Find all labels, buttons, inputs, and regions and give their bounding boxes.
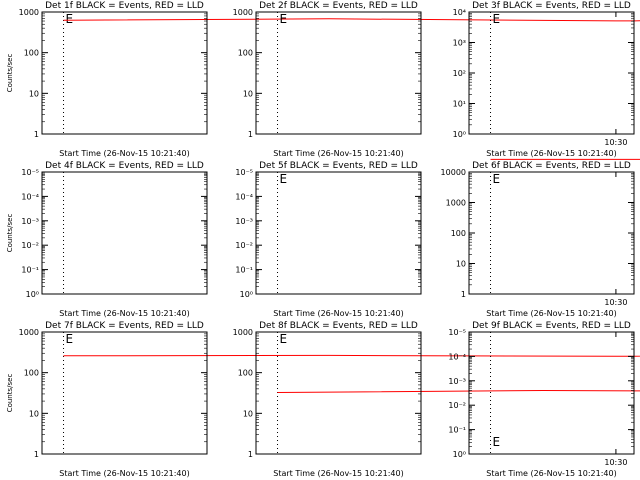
x-axis-label: Start Time (26-Nov-15 10:21:40): [273, 469, 403, 478]
y-tick-label: 10⁻³: [448, 377, 466, 386]
y-axis-label: Counts/sec: [6, 54, 14, 93]
y-tick-label: 10⁻¹: [235, 266, 253, 275]
chart-panel-4: Det 4f BLACK = Events, RED = LLD Start Ti…: [6, 161, 627, 318]
chart-title: Det 9f BLACK = Events, RED = LLD: [472, 321, 631, 331]
y-tick-label: 100: [451, 229, 466, 238]
y-tick-label: 10⁰: [453, 450, 466, 459]
y-tick-label: 100: [238, 49, 253, 58]
y-tick-label: 10: [29, 89, 39, 98]
plot-frame: [255, 331, 422, 455]
y-tick-label: 10⁻⁴: [21, 192, 39, 201]
y-tick-label: 1: [461, 290, 466, 299]
x-axis-label: Start Time (26-Nov-15 10:21:40): [486, 149, 616, 158]
x-axis-label: Start Time (26-Nov-15 10:21:40): [273, 149, 403, 158]
chart-panel-8: Det 8f BLACK = Events, RED = LLD Start Ti…: [233, 321, 640, 478]
y-tick-label: 10⁻⁵: [21, 168, 39, 177]
y-tick-label: 10⁻⁵: [235, 168, 253, 177]
y-tick-label: 10³: [453, 39, 466, 48]
chart-panel-5: Det 5f BLACK = Events, RED = LLD Start Ti…: [235, 161, 422, 318]
plot-frame: [41, 171, 208, 295]
y-tick-label: 1: [34, 130, 39, 139]
x-axis-label: Start Time (26-Nov-15 10:21:40): [59, 309, 189, 318]
x-tick-label: 10:30: [604, 298, 627, 307]
y-tick-label: 10⁻²: [21, 241, 39, 250]
chart-panel-9: Det 9f BLACK = Events, RED = LLD Start Ti…: [448, 321, 635, 478]
y-tick-label: 10⁻⁴: [448, 352, 466, 361]
y-tick-label: 1000: [19, 8, 39, 17]
y-tick-label: 10⁻³: [235, 217, 253, 226]
y-tick-label: 100: [238, 369, 253, 378]
x-axis-label: Start Time (26-Nov-15 10:21:40): [486, 469, 616, 478]
event-marker-label: E: [493, 12, 501, 26]
event-marker-label: E: [66, 12, 74, 26]
y-tick-label: 10⁴: [453, 8, 466, 17]
y-tick-label: 10000: [441, 168, 466, 177]
plot-frame: [255, 11, 422, 135]
chart-title: Det 6f BLACK = Events, RED = LLD: [472, 161, 631, 171]
y-tick-label: 10: [456, 260, 466, 269]
chart-panel-7: Det 7f BLACK = Events, RED = LLD Start Ti…: [6, 321, 640, 478]
x-tick-label: 10:30: [604, 458, 627, 467]
event-marker-label: E: [493, 172, 501, 186]
y-tick-label: 1000: [19, 328, 39, 337]
y-tick-label: 10: [243, 89, 253, 98]
x-tick-label: 10:30: [604, 138, 627, 147]
chart-panel-3: Det 3f BLACK = Events, RED = LLD Start Ti…: [453, 1, 635, 158]
chart-title: Det 1f BLACK = Events, RED = LLD: [45, 1, 204, 11]
y-tick-label: 1: [248, 450, 253, 459]
x-axis-label: Start Time (26-Nov-15 10:21:40): [59, 149, 189, 158]
y-tick-label: 10⁻⁴: [235, 192, 253, 201]
chart-title: Det 7f BLACK = Events, RED = LLD: [45, 321, 204, 331]
chart-title: Det 4f BLACK = Events, RED = LLD: [45, 161, 204, 171]
y-tick-label: 1: [34, 450, 39, 459]
chart-title: Det 5f BLACK = Events, RED = LLD: [259, 161, 418, 171]
chart-panel-2: Det 2f BLACK = Events, RED = LLD Start Ti…: [233, 1, 422, 158]
y-tick-label: 10: [29, 409, 39, 418]
event-marker-label: E: [280, 12, 288, 26]
y-tick-label: 10⁻³: [21, 217, 39, 226]
x-axis-label: Start Time (26-Nov-15 10:21:40): [59, 469, 189, 478]
event-marker-label: E: [280, 172, 288, 186]
plot-frame: [468, 331, 635, 455]
plot-frame: [255, 171, 422, 295]
y-tick-label: 100: [24, 49, 39, 58]
plot-frame: [468, 171, 635, 295]
x-axis-label: Start Time (26-Nov-15 10:21:40): [486, 309, 616, 318]
y-tick-label: 10⁻²: [235, 241, 253, 250]
event-marker-label: E: [493, 435, 501, 449]
chart-title: Det 2f BLACK = Events, RED = LLD: [259, 1, 418, 11]
y-tick-label: 10⁰: [240, 290, 253, 299]
y-tick-label: 10⁻⁵: [448, 328, 466, 337]
plot-frame: [41, 331, 208, 455]
plot-frame: [468, 11, 635, 135]
y-tick-label: 10⁰: [453, 130, 466, 139]
y-tick-label: 1: [248, 130, 253, 139]
y-tick-label: 10¹: [453, 100, 466, 109]
data-series-line: [63, 18, 640, 22]
event-marker-label: E: [66, 332, 74, 346]
y-tick-label: 100: [24, 369, 39, 378]
y-tick-label: 10: [243, 409, 253, 418]
chart-panel-6: Det 6f BLACK = Events, RED = LLD Start Ti…: [441, 158, 640, 318]
chart-title: Det 3f BLACK = Events, RED = LLD: [472, 1, 631, 11]
y-tick-label: 1000: [446, 199, 466, 208]
chart-panel-1: Det 1f BLACK = Events, RED = LLD Start Ti…: [6, 1, 640, 158]
y-tick-label: 1000: [233, 328, 253, 337]
y-tick-label: 10⁻¹: [448, 426, 466, 435]
plot-frame: [41, 11, 208, 135]
chart-title: Det 8f BLACK = Events, RED = LLD: [259, 321, 418, 331]
x-axis-label: Start Time (26-Nov-15 10:21:40): [273, 309, 403, 318]
y-tick-label: 10⁻²: [448, 401, 466, 410]
y-axis-label: Counts/sec: [6, 214, 14, 253]
y-tick-label: 10²: [453, 69, 466, 78]
event-marker-label: E: [280, 332, 288, 346]
y-tick-label: 10⁻¹: [21, 266, 39, 275]
data-series-line: [63, 354, 640, 357]
y-axis-label: Counts/sec: [6, 374, 14, 413]
y-tick-label: 10⁰: [26, 290, 39, 299]
y-tick-label: 1000: [233, 8, 253, 17]
